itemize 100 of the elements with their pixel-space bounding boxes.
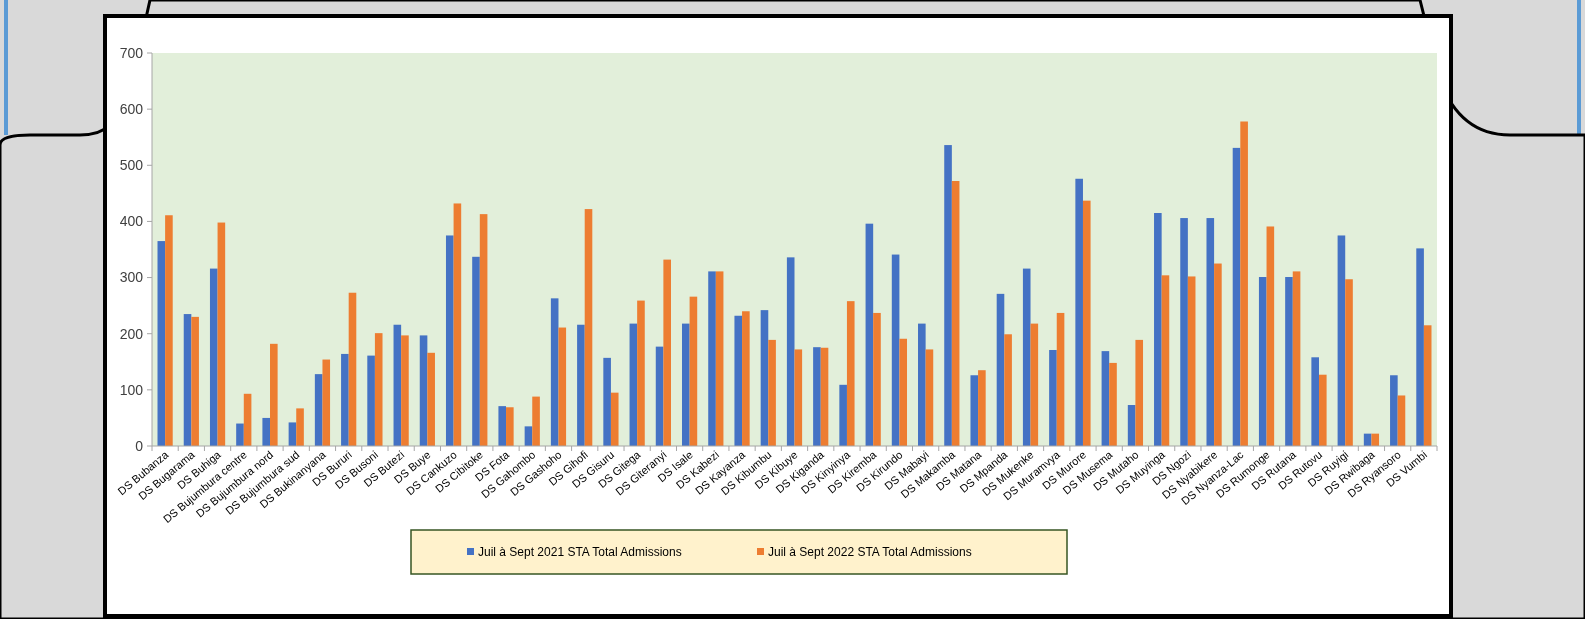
bar (236, 423, 244, 446)
bar (1056, 312, 1065, 446)
bar (296, 408, 304, 446)
bar (925, 349, 934, 446)
bar (1318, 374, 1327, 446)
bar (1345, 279, 1353, 446)
bar (978, 370, 986, 446)
bar (839, 384, 847, 446)
y-tick-label: 300 (119, 269, 144, 286)
bar (322, 359, 331, 446)
bar (374, 333, 383, 446)
bar (813, 347, 821, 446)
y-tick-label: 0 (135, 437, 144, 454)
bar (655, 346, 664, 446)
bar (341, 353, 349, 446)
y-tick-label: 500 (119, 157, 144, 174)
bar (1292, 271, 1301, 446)
bar (970, 375, 979, 446)
bar (270, 343, 278, 446)
bar (637, 300, 645, 446)
bar (577, 324, 585, 446)
bar (1258, 277, 1267, 446)
y-tick-label: 200 (119, 325, 144, 342)
bar (734, 315, 743, 446)
bar (243, 393, 252, 446)
bar (786, 257, 795, 446)
bar (506, 407, 514, 446)
bar (1154, 213, 1162, 446)
bar (157, 241, 166, 446)
bar (944, 145, 952, 446)
bar (1180, 218, 1188, 446)
bar (1082, 200, 1091, 446)
bar (629, 323, 638, 446)
bar (472, 256, 480, 446)
bar (1206, 218, 1215, 446)
bar (393, 324, 402, 446)
bar (1127, 405, 1136, 446)
bar (1337, 235, 1346, 446)
legend-label: Juil à Sept 2021 STA Total Admissions (478, 545, 682, 560)
bar (846, 301, 855, 446)
bar (1214, 263, 1222, 446)
bar (1232, 147, 1241, 446)
bar (1285, 277, 1293, 446)
bar (1049, 350, 1057, 446)
bar (1390, 375, 1398, 446)
bar (1423, 325, 1432, 446)
bar (479, 214, 488, 446)
bar (873, 312, 881, 446)
bar (209, 268, 218, 446)
bar (603, 357, 611, 446)
bar (288, 422, 297, 446)
bar (996, 293, 1005, 446)
bar (1311, 357, 1319, 446)
bar (708, 271, 716, 446)
bar (558, 327, 567, 446)
bar (584, 209, 593, 446)
bar (262, 417, 271, 446)
bar (1101, 351, 1110, 446)
bar (550, 298, 559, 446)
bar (419, 335, 428, 446)
bar (682, 323, 690, 446)
bar (314, 374, 323, 446)
bar (445, 235, 454, 446)
legend-label: Juil à Sept 2022 STA Total Admissions (768, 545, 972, 560)
bar (191, 316, 199, 446)
y-tick-label: 400 (119, 213, 144, 230)
bar (1161, 275, 1170, 446)
bar (794, 349, 803, 446)
bar (1266, 226, 1275, 446)
bar (401, 335, 409, 446)
bar (1022, 268, 1031, 446)
bar (348, 292, 357, 446)
bar (1397, 395, 1406, 446)
bar (532, 396, 540, 446)
bar (453, 203, 462, 446)
bar (899, 338, 907, 446)
bar (689, 296, 698, 446)
bar (1416, 248, 1424, 446)
bar (1371, 433, 1380, 446)
bar (1030, 323, 1039, 446)
bar (427, 352, 435, 446)
bar (663, 259, 671, 446)
bar (1135, 339, 1144, 446)
bar (918, 323, 926, 446)
bar (891, 254, 900, 446)
bar (217, 222, 226, 446)
bar (165, 215, 173, 446)
bar (183, 314, 192, 446)
bar (760, 310, 769, 446)
bar (865, 223, 874, 446)
y-tick-label: 100 (119, 381, 144, 398)
bar (1187, 276, 1196, 446)
bar (1075, 178, 1083, 446)
bar (367, 355, 375, 446)
bar (498, 406, 507, 446)
bar (1004, 334, 1012, 446)
y-tick-label: 600 (119, 101, 144, 118)
y-tick-label: 700 (119, 44, 144, 61)
bar (768, 339, 776, 446)
bar (610, 392, 619, 446)
